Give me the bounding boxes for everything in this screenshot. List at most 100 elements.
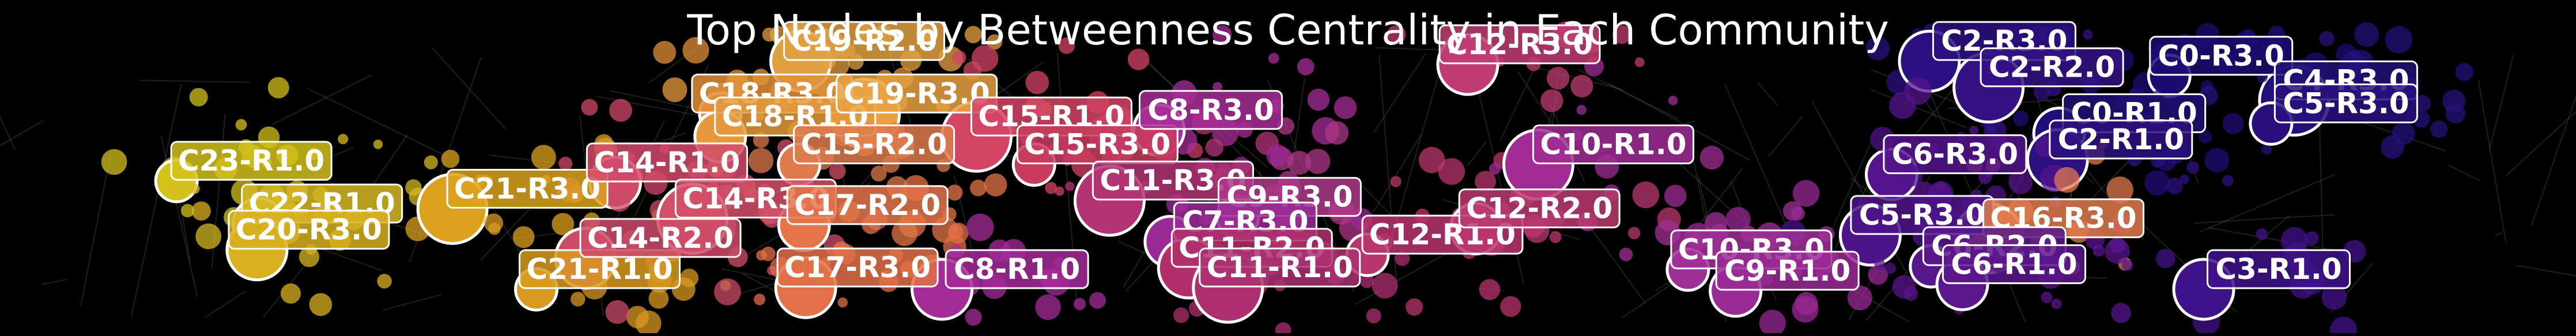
network-edge bbox=[2200, 173, 2335, 233]
network-edge bbox=[0, 120, 44, 146]
network-node bbox=[2186, 161, 2200, 174]
network-edge bbox=[1467, 141, 1487, 167]
network-node bbox=[2381, 135, 2404, 159]
node-label-text: C15-R3.0 bbox=[1024, 128, 1170, 161]
node-label-box bbox=[1458, 188, 1621, 229]
network-node bbox=[1903, 286, 1918, 301]
network-edge bbox=[1724, 84, 1791, 236]
node-label-text: C21-R1.0 bbox=[526, 252, 673, 286]
network-node bbox=[607, 188, 631, 212]
network-node bbox=[1936, 181, 1946, 192]
network-node bbox=[1297, 58, 1315, 75]
node-label-box bbox=[945, 249, 1089, 289]
network-node bbox=[1305, 149, 1331, 174]
network-node bbox=[1266, 144, 1289, 167]
network-node bbox=[1387, 25, 1406, 44]
network-node bbox=[1619, 247, 1633, 262]
network-node bbox=[2319, 31, 2335, 47]
node-label-text: C5-R3.0 bbox=[1859, 198, 1985, 232]
node-label: C19-R2.0 bbox=[783, 21, 946, 61]
node-label-box bbox=[2273, 83, 2418, 123]
node-label-box bbox=[776, 247, 939, 288]
node-label-box bbox=[1139, 90, 1283, 130]
network-node bbox=[2280, 226, 2308, 254]
network-node bbox=[1213, 25, 1232, 44]
node-label-box bbox=[2149, 36, 2294, 76]
network-node bbox=[1632, 181, 1660, 209]
network-node bbox=[1065, 182, 1075, 191]
node-label: C10-R1.0 bbox=[1532, 124, 1694, 165]
network-node bbox=[424, 155, 438, 169]
network-node bbox=[1664, 184, 1687, 207]
network-edge bbox=[80, 157, 111, 306]
node-label-box bbox=[786, 185, 949, 225]
network-node bbox=[1874, 259, 1886, 270]
network-node bbox=[1540, 89, 1563, 112]
network-node bbox=[987, 34, 1003, 50]
node-label-box bbox=[793, 124, 955, 165]
node-label: C14-R1.0 bbox=[586, 142, 748, 183]
network-node bbox=[1791, 206, 1806, 221]
network-node bbox=[1055, 186, 1064, 196]
node-label-box bbox=[586, 142, 748, 183]
chart-title: Top Nodes by Betweenness Centrality in E… bbox=[686, 6, 1889, 54]
network-node bbox=[829, 163, 846, 180]
node-label: C6-R1.0 bbox=[1942, 244, 2087, 284]
network-node bbox=[1287, 150, 1312, 175]
network-node bbox=[1268, 52, 1279, 64]
node-label: C6-R3.0 bbox=[1883, 134, 2027, 175]
network-node bbox=[970, 179, 987, 197]
network-node bbox=[531, 145, 556, 170]
network-node bbox=[2261, 144, 2272, 155]
network-node bbox=[1904, 77, 1932, 105]
network-node bbox=[1390, 176, 1402, 187]
node-label: C12-R2.0 bbox=[1458, 188, 1621, 229]
node-label-text: C9-R1.0 bbox=[1724, 254, 1850, 288]
network-node bbox=[1489, 163, 1501, 175]
network-node bbox=[1418, 146, 1445, 173]
network-node bbox=[1372, 273, 1398, 299]
network-node bbox=[2350, 49, 2361, 61]
network-edge bbox=[140, 80, 250, 83]
node-label-text: C21-R3.0 bbox=[454, 172, 600, 205]
network-edge bbox=[2506, 111, 2576, 176]
node-label: C3-R1.0 bbox=[2207, 249, 2351, 289]
network-node bbox=[1074, 298, 1086, 311]
network-node bbox=[1612, 25, 1631, 44]
network-node bbox=[1576, 104, 1587, 115]
network-node bbox=[558, 156, 573, 171]
network-node bbox=[2199, 130, 2212, 144]
network-node bbox=[195, 223, 222, 250]
node-label-text: C19-R2.0 bbox=[791, 24, 937, 58]
network-node bbox=[2305, 231, 2319, 246]
node-label: C23-R1.0 bbox=[170, 141, 333, 181]
network-node bbox=[1479, 279, 1501, 300]
network-node bbox=[837, 297, 848, 308]
network-node bbox=[2385, 25, 2413, 54]
network-node bbox=[662, 77, 688, 103]
node-label-box bbox=[836, 73, 998, 114]
node-label: C8-R1.0 bbox=[945, 249, 1089, 289]
network-edge bbox=[382, 294, 442, 311]
network-node bbox=[653, 41, 677, 64]
network-edge bbox=[1578, 69, 1679, 120]
network-node bbox=[1275, 322, 1291, 336]
network-node bbox=[748, 148, 774, 173]
network-edge bbox=[2515, 265, 2576, 277]
node-label-text: C20-R3.0 bbox=[236, 213, 382, 247]
network-node bbox=[871, 165, 887, 182]
node-label: C14-R2.0 bbox=[579, 218, 742, 258]
network-edge bbox=[0, 115, 16, 151]
network-node bbox=[441, 149, 460, 168]
network-node bbox=[2321, 284, 2347, 310]
node-label-text: C17-R2.0 bbox=[794, 188, 940, 222]
network-node bbox=[2222, 175, 2234, 187]
network-node bbox=[1307, 88, 1330, 111]
network-node bbox=[1334, 96, 1357, 119]
network-node bbox=[756, 250, 767, 261]
network-node bbox=[754, 293, 766, 305]
node-label-box bbox=[2049, 119, 2193, 160]
network-node bbox=[2166, 178, 2184, 195]
